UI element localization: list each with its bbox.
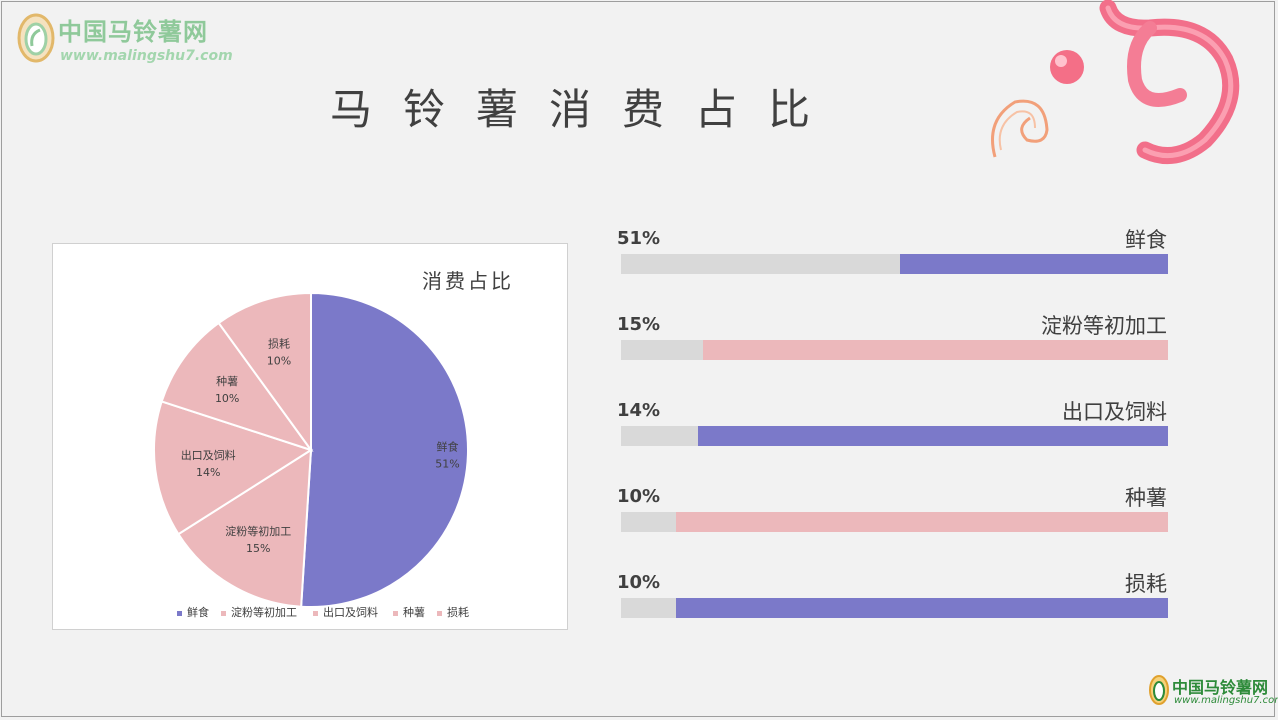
site-logo[interactable]: 中国马铃薯网 www.malingshu7.com	[14, 10, 234, 70]
ribbon-decoration-icon	[991, 0, 1240, 165]
bar-fill	[900, 254, 1168, 274]
bar-fill	[703, 340, 1168, 360]
bar-track	[621, 512, 1168, 532]
pie-slice	[160, 321, 314, 452]
legend-swatch	[437, 611, 442, 616]
footer-logo[interactable]: 中国马铃薯网 www.malingshu7.com	[1148, 672, 1278, 712]
bar-percent: 10%	[617, 486, 661, 507]
bar-label: 鲜食	[1125, 228, 1167, 252]
page-title: 马铃薯消费占比	[330, 85, 842, 134]
bar-track	[621, 598, 1168, 618]
bar-row: 51% 鲜食	[615, 220, 1175, 280]
bar-label: 淀粉等初加工	[1041, 314, 1167, 338]
pie-label-value: 14%	[196, 466, 220, 479]
bar-label: 损耗	[1125, 572, 1167, 596]
legend-swatch	[177, 611, 182, 616]
pie-slice	[153, 400, 314, 536]
legend-swatch	[221, 611, 226, 616]
logo-url-text: www.malingshu7.com	[60, 48, 233, 64]
legend-label: 种薯	[403, 605, 425, 619]
pie-label-value: 10%	[267, 354, 291, 367]
bar-percent: 14%	[617, 400, 661, 421]
legend-swatch	[393, 611, 398, 616]
bar-row: 14% 出口及饲料	[615, 392, 1175, 452]
legend-label: 淀粉等初加工	[231, 605, 297, 619]
logo-brand-text: 中国马铃薯网	[58, 18, 208, 46]
bar-row: 10% 损耗	[615, 564, 1175, 624]
chart-title: 消费占比	[422, 269, 514, 293]
pie-slice	[177, 448, 313, 608]
bar-track	[621, 254, 1168, 274]
pie-chart: 消费占比 鲜食 51% 淀粉等初加工 15% 出口及饲料 14% 种薯 10% 损耗 10% 鲜食…	[153, 269, 514, 619]
legend-swatch	[313, 611, 318, 616]
bar-fill	[698, 426, 1168, 446]
legend-label: 出口及饲料	[323, 605, 378, 619]
bar-percent: 15%	[617, 314, 661, 335]
footer-url-text: www.malingshu7.com	[1174, 695, 1278, 706]
bar-track	[621, 426, 1168, 446]
bar-label: 出口及饲料	[1062, 400, 1167, 424]
bar-row: 15% 淀粉等初加工	[615, 306, 1175, 366]
pie-label-value: 10%	[215, 392, 239, 405]
pie-label-category: 损耗	[268, 336, 290, 350]
footer-brand-text: 中国马铃薯网	[1172, 678, 1269, 697]
pie-label-category: 出口及饲料	[181, 448, 236, 462]
pie-label-value: 51%	[435, 457, 459, 470]
legend-label: 损耗	[447, 605, 469, 619]
bar-list: 51% 鲜食 15% 淀粉等初加工 14% 出口及饲料 10% 种薯 10% 损耗	[615, 220, 1175, 630]
pie-label-category: 淀粉等初加工	[225, 524, 291, 538]
pie-label-category: 种薯	[216, 374, 238, 388]
potato-logo-icon	[17, 13, 55, 63]
potato-logo-icon	[1149, 675, 1169, 705]
bar-row: 10% 种薯	[615, 478, 1175, 538]
pie-slice	[217, 291, 312, 454]
pie-label-value: 15%	[246, 542, 270, 555]
legend-label: 鲜食	[187, 605, 209, 619]
bar-fill	[676, 512, 1168, 532]
bar-track	[621, 340, 1168, 360]
bar-percent: 10%	[617, 572, 661, 593]
pie-slice	[300, 291, 470, 608]
bar-fill	[676, 598, 1168, 618]
pie-label-category: 鲜食	[437, 439, 459, 453]
bar-label: 种薯	[1125, 486, 1167, 510]
pie-chart-card: 消费占比 鲜食 51% 淀粉等初加工 15% 出口及饲料 14% 种薯 10% 损耗 10% 鲜食…	[52, 243, 568, 630]
bar-percent: 51%	[617, 228, 661, 249]
